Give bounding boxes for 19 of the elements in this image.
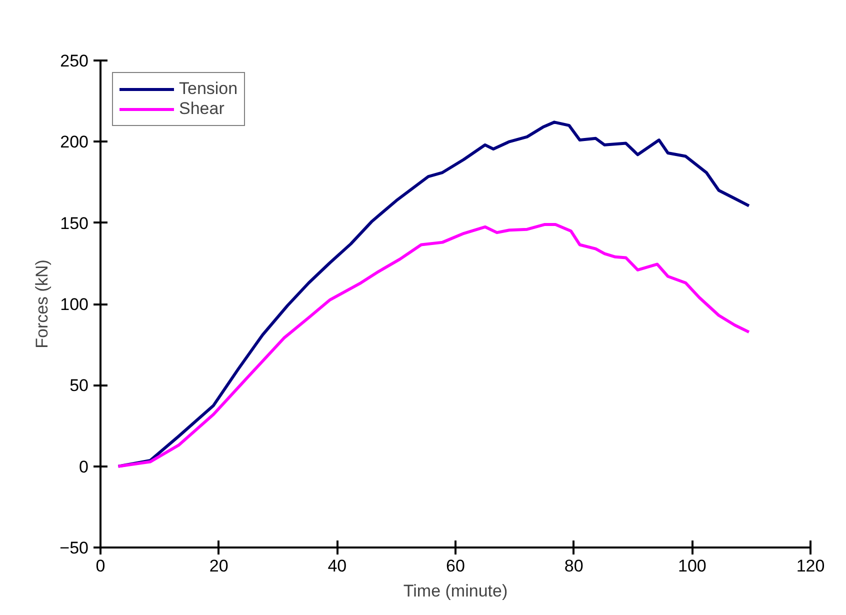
x-axis-title: Time (minute) (403, 582, 508, 600)
x-tick-label: 100 (678, 556, 706, 576)
y-tick-label: −50 (60, 538, 89, 558)
y-tick-label: 50 (70, 376, 89, 396)
x-tick-label: 40 (328, 556, 347, 576)
line-series (116, 222, 750, 468)
y-tick-label: 250 (60, 52, 89, 70)
x-tick-label: 20 (209, 556, 228, 576)
legend-label: Tension (179, 79, 238, 99)
legend-label: Shear (179, 99, 224, 119)
y-tick-label: 100 (60, 295, 89, 314)
y-tick-label: 150 (60, 214, 89, 233)
y-axis-title: Forces (kN) (32, 260, 52, 348)
x-tick-label: 120 (796, 556, 825, 576)
y-tick-label: 0 (79, 457, 89, 476)
y-tick-label: 200 (60, 132, 89, 152)
x-tick-label: 80 (564, 556, 584, 576)
x-tick-label: 60 (446, 556, 465, 576)
x-tick-label: 0 (96, 556, 106, 576)
